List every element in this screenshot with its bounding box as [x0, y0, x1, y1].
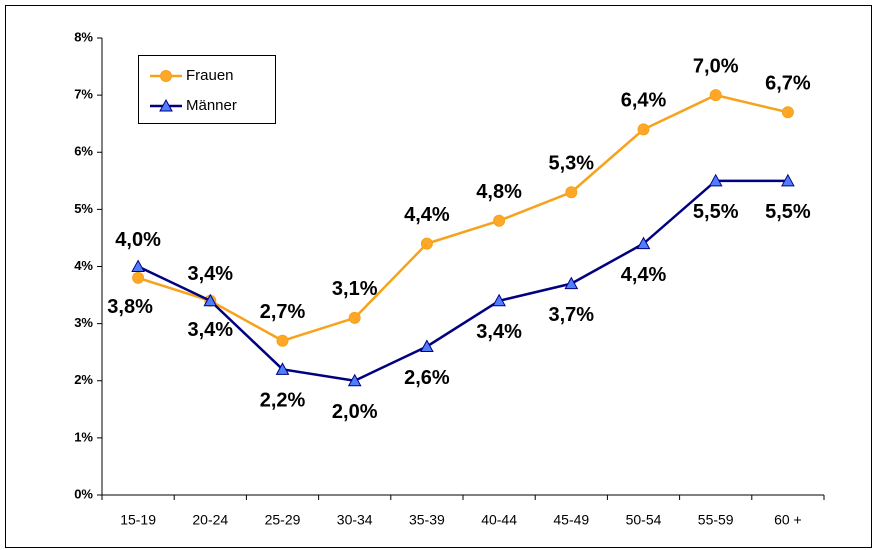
marker [420, 237, 433, 250]
legend-box [138, 55, 276, 124]
data-label: 5,5% [765, 201, 811, 223]
data-label: 3,7% [549, 304, 595, 326]
marker [276, 334, 289, 347]
data-label: 2,6% [404, 367, 450, 389]
y-tick-label: 0% [74, 486, 93, 501]
marker [493, 214, 506, 227]
x-tick-label: 15-19 [120, 512, 156, 528]
data-label: 4,4% [621, 264, 667, 286]
marker [565, 186, 578, 199]
data-label: 5,3% [549, 153, 595, 175]
marker [637, 123, 650, 136]
x-tick-label: 25-29 [265, 512, 301, 528]
data-label: 4,0% [115, 229, 161, 251]
marker [347, 373, 362, 387]
marker [492, 293, 506, 307]
legend-label: Männer [186, 97, 237, 114]
data-label: 3,4% [476, 321, 522, 343]
data-label: 4,4% [404, 204, 450, 226]
y-tick-label: 4% [74, 258, 93, 273]
marker [420, 339, 434, 352]
data-label: 2,2% [260, 390, 306, 412]
legend: Frauen Männer [138, 55, 276, 124]
x-tick-label: 60 + [774, 512, 802, 528]
y-tick-label: 8% [74, 29, 93, 44]
data-line [137, 93, 789, 343]
y-tick-label: 6% [74, 144, 93, 159]
data-label: 2,7% [260, 301, 306, 323]
data-label: 7,0% [693, 55, 739, 77]
data-label: 3,4% [188, 263, 234, 285]
marker [636, 236, 651, 250]
data-label: 3,1% [332, 278, 378, 300]
x-tick-label: 40-44 [481, 512, 517, 528]
marker [348, 311, 361, 324]
y-tick-label: 7% [74, 87, 93, 102]
y-tick-label: 5% [74, 201, 93, 216]
marker [160, 70, 172, 82]
data-label: 5,5% [693, 201, 739, 223]
data-label: 2,0% [332, 401, 378, 423]
y-tick-label: 3% [74, 315, 93, 330]
y-tick-label: 2% [74, 372, 93, 387]
marker [275, 362, 290, 375]
marker [203, 293, 218, 307]
marker [709, 89, 722, 102]
x-tick-label: 55-59 [698, 512, 734, 528]
data-label: 3,8% [107, 296, 153, 318]
marker [132, 271, 145, 284]
marker [131, 259, 145, 272]
x-tick-label: 20-24 [192, 512, 228, 528]
legend-label: Frauen [186, 67, 234, 84]
data-label: 6,4% [621, 90, 667, 112]
y-tick-label: 1% [74, 429, 93, 444]
x-tick-label: 35-39 [409, 512, 445, 528]
data-label: 4,8% [476, 181, 522, 203]
x-tick-label: 50-54 [626, 512, 662, 528]
marker [781, 106, 794, 119]
marker [564, 276, 579, 290]
marker [781, 173, 795, 187]
marker [159, 98, 173, 112]
x-tick-label: 45-49 [553, 512, 589, 528]
data-label: 6,7% [765, 73, 811, 95]
data-label: 3,4% [188, 319, 234, 341]
x-tick-label: 30-34 [337, 512, 373, 528]
marker [708, 173, 723, 187]
data-line [137, 179, 788, 383]
